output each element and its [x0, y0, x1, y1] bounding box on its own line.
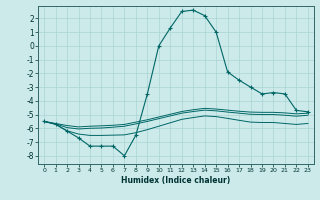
X-axis label: Humidex (Indice chaleur): Humidex (Indice chaleur) [121, 176, 231, 185]
